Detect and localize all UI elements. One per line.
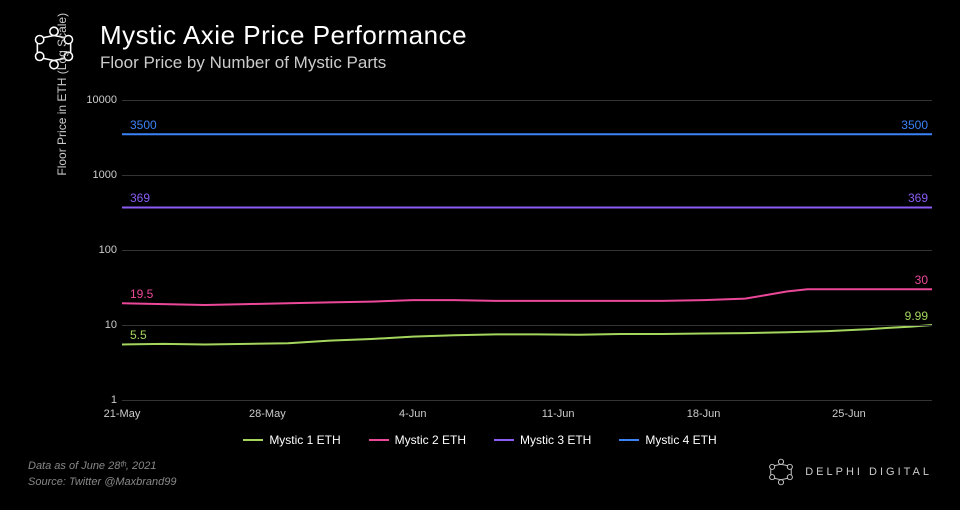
gridline [122, 250, 932, 251]
x-tick-label: 28-May [249, 408, 286, 420]
x-tick-label: 21-May [104, 408, 141, 420]
legend-label: Mystic 1 ETH [269, 433, 340, 447]
delphi-logo-small-icon [765, 456, 797, 488]
x-tick-label: 25-Jun [832, 408, 866, 420]
y-tick-label: 1 [111, 394, 117, 406]
data-source: Source: Twitter @Maxbrand99 [28, 475, 177, 490]
gridline [122, 175, 932, 176]
series-end-label: 369 [908, 191, 928, 205]
y-tick-label: 100 [99, 244, 117, 256]
brand-text: DELPHI DIGITAL [805, 466, 932, 478]
data-as-of: Data as of June 28ᵗʰ, 2021 [28, 459, 177, 474]
legend-item: Mystic 3 ETH [494, 433, 591, 447]
y-tick-label: 10000 [86, 94, 117, 106]
chart-legend: Mystic 1 ETH Mystic 2 ETH Mystic 3 ETH Myst… [0, 430, 960, 447]
gridline [122, 100, 932, 101]
series-end-label: 9.99 [905, 309, 928, 323]
series-line [122, 289, 932, 305]
legend-swatch [494, 439, 514, 441]
plot-area: 11010010001000021-May28-May4-Jun11-Jun18… [122, 100, 932, 400]
x-tick-label: 4-Jun [399, 408, 427, 420]
series-end-label: 30 [915, 273, 928, 287]
legend-label: Mystic 2 ETH [395, 433, 466, 447]
legend-swatch [243, 439, 263, 441]
series-line [122, 325, 932, 344]
x-tick-label: 11-Jun [542, 408, 575, 420]
delphi-logo-icon [28, 22, 80, 79]
legend-label: Mystic 4 ETH [645, 433, 716, 447]
gridline [122, 400, 932, 401]
footer-attribution: Data as of June 28ᵗʰ, 2021 Source: Twitt… [28, 459, 177, 490]
series-start-label: 5.5 [130, 328, 147, 342]
x-tick-label: 18-Jun [687, 408, 721, 420]
series-start-label: 3500 [130, 118, 157, 132]
legend-item: Mystic 4 ETH [619, 433, 716, 447]
legend-swatch [619, 439, 639, 441]
gridline [122, 325, 932, 326]
chart-header: Mystic Axie Price Performance Floor Pric… [100, 20, 467, 73]
chart-subtitle: Floor Price by Number of Mystic Parts [100, 53, 467, 73]
y-tick-label: 10 [105, 319, 117, 331]
chart-container: Floor Price in ETH (Log Scale) 110100100… [82, 100, 932, 400]
series-start-label: 369 [130, 191, 150, 205]
legend-item: Mystic 2 ETH [369, 433, 466, 447]
series-start-label: 19.5 [130, 287, 153, 301]
y-axis-title: Floor Price in ETH (Log Scale) [55, 13, 69, 176]
legend-label: Mystic 3 ETH [520, 433, 591, 447]
y-tick-label: 1000 [93, 169, 117, 181]
legend-item: Mystic 1 ETH [243, 433, 340, 447]
chart-title: Mystic Axie Price Performance [100, 20, 467, 51]
series-end-label: 3500 [901, 118, 928, 132]
brand-footer: DELPHI DIGITAL [765, 456, 932, 488]
legend-swatch [369, 439, 389, 441]
